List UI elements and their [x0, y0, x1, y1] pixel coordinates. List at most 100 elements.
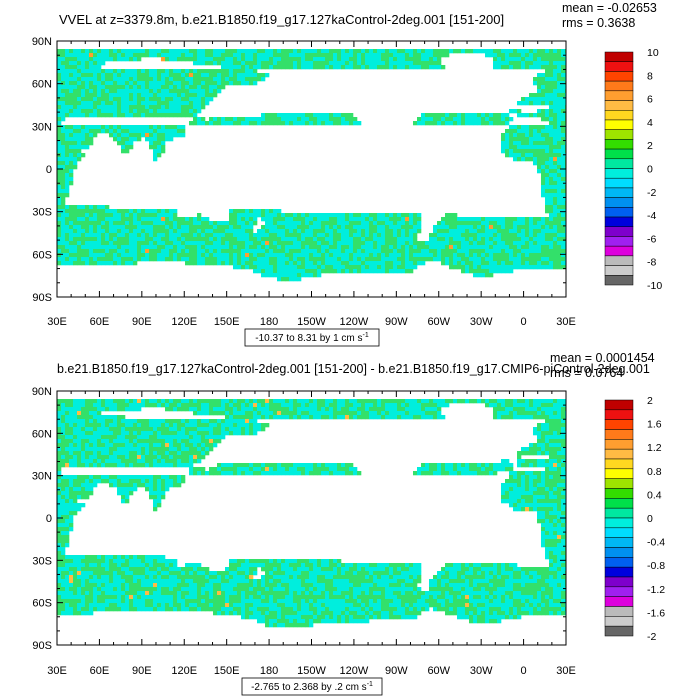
colorbar-swatch — [604, 576, 634, 588]
lon-tick-label: 30E — [47, 316, 67, 328]
colorbar-swatch — [604, 527, 634, 538]
lat-tick-label: 30N — [32, 471, 52, 483]
colorbar-label: 0 — [647, 164, 653, 176]
colorbar-swatch — [604, 429, 634, 440]
colorbar-swatch — [604, 177, 634, 189]
lon-tick-label: 120E — [171, 316, 197, 328]
colorbar-label: 1.2 — [647, 442, 662, 454]
lon-tick-label: 90W — [385, 665, 408, 677]
colorbar-swatch — [604, 119, 634, 130]
colorbar: 10 8 6 4 2 0 -2 -4 -6 -8 -10 — [604, 47, 662, 292]
colorbar-label: -4 — [647, 210, 656, 222]
colorbar-swatch — [604, 566, 634, 578]
ocean-velocity-field — [57, 49, 566, 282]
lat-tick-label: 90S — [32, 640, 52, 652]
lat-tick-label: 90S — [32, 292, 52, 304]
lat-tick-label: 60S — [32, 598, 52, 610]
lat-tick-label: 60N — [32, 79, 52, 91]
colorbar-label: -1.2 — [647, 584, 665, 596]
colorbar-swatch — [604, 557, 634, 568]
colorbar-swatch — [604, 488, 634, 499]
lon-tick-label: 30W — [470, 316, 493, 328]
colorbar-swatch — [604, 409, 634, 420]
range-box-frame — [241, 677, 383, 696]
colorbar-swatch — [604, 448, 634, 460]
lon-tick-label: 60W — [427, 316, 450, 328]
colorbar-swatch — [604, 606, 634, 617]
range-text: -2.765 to 2.368 by .2 cm s — [251, 682, 367, 693]
colorbar: 2 1.6 1.2 0.8 0.4 0 -0.4 -0.8 -1.2 -1.6 -2 — [604, 395, 665, 643]
colorbar-swatch — [604, 275, 634, 286]
lon-tick-label: 30W — [470, 665, 493, 677]
colorbar-swatch — [604, 207, 634, 218]
lat-tick-label: 90N — [32, 386, 52, 398]
lat-tick-label: 0 — [46, 513, 52, 525]
colorbar-swatch — [604, 139, 634, 150]
contour-range-box: -2.765 to 2.368 by .2 cm s-1 — [241, 677, 383, 696]
map-panel-1: 90N 60N 30N 0 30S 60S 90S 30E 60E 90E 120E 150E 180 1… — [32, 1, 662, 347]
colorbar-swatch — [604, 616, 634, 627]
colorbar-swatch — [604, 148, 634, 160]
colorbar-label: 2 — [647, 140, 653, 152]
lon-tick-label: 30E — [556, 316, 576, 328]
lat-tick-label: 30N — [32, 121, 52, 133]
colorbar-swatch — [604, 51, 634, 62]
lon-tick-label: 60E — [90, 665, 110, 677]
lat-tick-label: 60S — [32, 249, 52, 261]
lat-tick-label: 30S — [32, 207, 52, 219]
rms-stat: rms = 0.0764 — [550, 366, 623, 380]
colorbar-swatch — [604, 226, 634, 237]
lon-tick-label: 30E — [556, 665, 576, 677]
colorbar-swatch — [604, 129, 634, 140]
colorbar-label: 8 — [647, 70, 653, 82]
lon-tick-label: 90E — [132, 316, 152, 328]
lon-tick-label: 60E — [90, 316, 110, 328]
colorbar-label: -2 — [647, 187, 656, 199]
contour-range-box: -10.37 to 8.31 by 1 cm s-1 — [244, 328, 380, 347]
range-box-frame — [244, 328, 380, 347]
lon-tick-label: 150W — [297, 316, 326, 328]
lon-tick-label: 120E — [171, 665, 197, 677]
colorbar-swatch — [604, 537, 634, 548]
colorbar-swatch — [604, 110, 634, 121]
lat-tick-label: 30S — [32, 555, 52, 567]
lat-tick-label: 90N — [32, 36, 52, 48]
colorbar-swatch — [604, 596, 634, 607]
panel-title: b.e21.B1850.f19_g17.127kaControl-2deg.00… — [57, 362, 650, 376]
lon-tick-label: 30E — [47, 665, 67, 677]
lon-tick-label: 90E — [132, 665, 152, 677]
lon-tick-label: 0 — [521, 665, 527, 677]
range-unit-exponent: -1 — [363, 332, 369, 339]
range-unit-exponent: -1 — [367, 681, 373, 688]
lat-tick-label: 0 — [46, 164, 52, 176]
contour-range-label: -2.765 to 2.368 by .2 cm s-1 — [251, 681, 373, 693]
colorbar-swatch — [604, 478, 634, 489]
colorbar-swatch — [604, 468, 634, 479]
lon-tick-label: 180 — [260, 316, 278, 328]
lon-tick-label: 120W — [340, 665, 369, 677]
lon-tick-label: 150E — [214, 316, 240, 328]
range-text: -10.37 to 8.31 by 1 cm s — [255, 333, 362, 344]
colorbar-label: -0.4 — [647, 537, 665, 549]
colorbar-label: 0.8 — [647, 466, 662, 478]
colorbar-swatch — [604, 458, 634, 470]
colorbar-swatch — [604, 498, 634, 509]
panel-title: VVEL at z=3379.8m, b.e21.B1850.f19_g17.1… — [59, 12, 504, 27]
colorbar-swatch — [604, 507, 634, 519]
contour-range-label: -10.37 to 8.31 by 1 cm s-1 — [255, 332, 369, 344]
lon-tick-label: 150W — [297, 665, 326, 677]
lon-tick-label: 120W — [340, 316, 369, 328]
colorbar-label: -1.6 — [647, 607, 665, 619]
colorbar-swatch — [604, 216, 634, 228]
colorbar-swatch — [604, 236, 634, 247]
colorbar-label: 0 — [647, 513, 653, 525]
colorbar-swatch — [604, 255, 634, 266]
colorbar-label: 6 — [647, 94, 653, 106]
colorbar-label: 4 — [647, 117, 653, 129]
colorbar-label: -10 — [647, 280, 662, 292]
lon-tick-label: 150E — [214, 665, 240, 677]
colorbar-swatch — [604, 399, 634, 411]
colorbar-label: -8 — [647, 257, 656, 269]
rms-stat: rms = 0.3638 — [562, 16, 635, 30]
